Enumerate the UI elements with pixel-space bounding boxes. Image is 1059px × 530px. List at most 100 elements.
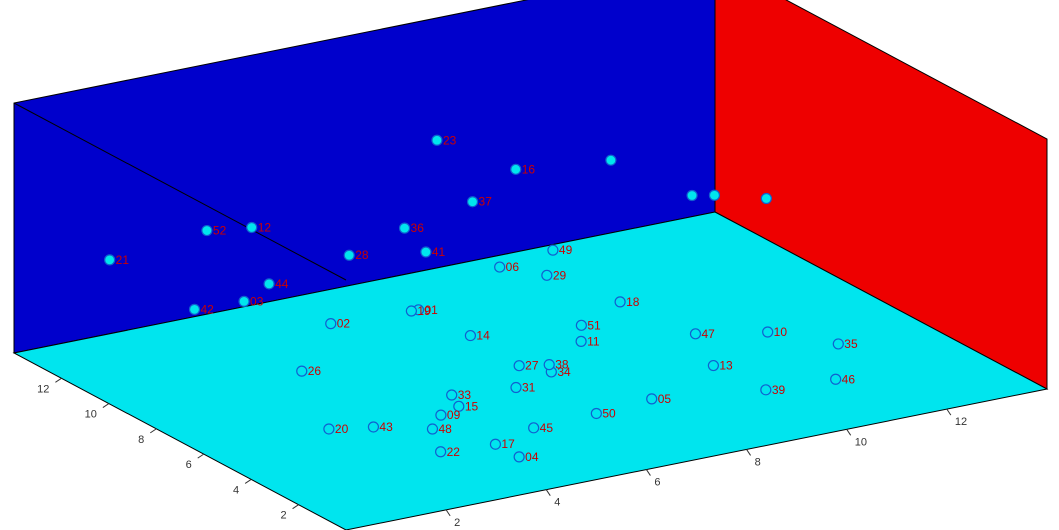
point-label: 48 — [438, 422, 452, 436]
data-point — [436, 410, 446, 420]
point-label: 42 — [201, 302, 215, 316]
y-axis-tick-label: 6 — [186, 459, 192, 471]
data-point — [427, 424, 437, 434]
point-label: 43 — [379, 420, 393, 434]
data-point — [421, 247, 431, 257]
data-point — [447, 390, 457, 400]
x-axis-tick-label: 4 — [554, 497, 560, 509]
data-point — [542, 270, 552, 280]
data-point — [436, 447, 446, 457]
point-label: 13 — [719, 359, 733, 373]
data-point — [615, 297, 625, 307]
data-point — [576, 336, 586, 346]
x-axis-tick-label: 12 — [955, 416, 967, 428]
data-point — [548, 245, 558, 255]
data-point — [833, 339, 843, 349]
point-label: 47 — [701, 327, 715, 341]
point-label: 10 — [774, 325, 788, 339]
data-point — [606, 155, 616, 165]
point-label: 03 — [250, 294, 264, 308]
data-point — [591, 408, 601, 418]
data-point — [511, 164, 521, 174]
point-label: 21 — [116, 253, 130, 267]
point-label: 29 — [553, 268, 567, 282]
data-point — [400, 223, 410, 233]
point-label: 28 — [355, 248, 369, 262]
data-point — [432, 135, 442, 145]
point-label: 44 — [275, 277, 289, 291]
point-label: 26 — [308, 364, 322, 378]
point-label: 46 — [842, 372, 856, 386]
point-label: 52 — [213, 224, 227, 238]
data-point — [709, 190, 719, 200]
point-label: 38 — [555, 358, 569, 372]
point-label: 37 — [479, 195, 493, 209]
data-point — [490, 439, 500, 449]
point-label: 11 — [587, 334, 600, 348]
data-point — [576, 320, 586, 330]
data-point — [761, 385, 771, 395]
point-label: 06 — [506, 260, 520, 274]
point-label: 27 — [525, 359, 539, 373]
point-label: 20 — [335, 422, 349, 436]
data-point — [190, 304, 200, 314]
point-label: 16 — [522, 162, 536, 176]
data-point — [831, 374, 841, 384]
data-point — [264, 279, 274, 289]
point-label: 19 — [417, 304, 431, 318]
y-axis-tick-label: 2 — [280, 510, 286, 522]
data-point — [326, 319, 336, 329]
data-point — [247, 223, 257, 233]
y-axis-tick-label: 4 — [233, 484, 239, 496]
x-axis-tick-label: 6 — [654, 477, 660, 489]
y-axis-tick-label: 12 — [37, 383, 49, 395]
data-point — [544, 360, 554, 370]
point-label: 12 — [258, 221, 272, 235]
data-point — [105, 255, 115, 265]
data-point — [406, 306, 416, 316]
data-point — [514, 452, 524, 462]
point-label: 04 — [525, 450, 539, 464]
data-point — [708, 361, 718, 371]
point-label: 18 — [626, 295, 640, 309]
data-point — [468, 197, 478, 207]
point-label: 22 — [447, 445, 461, 459]
x-axis-tick-label: 8 — [755, 456, 761, 468]
point-label: 05 — [658, 392, 672, 406]
point-label: 14 — [476, 329, 490, 343]
point-label: 33 — [458, 388, 472, 402]
data-point — [687, 191, 697, 201]
data-point — [202, 226, 212, 236]
x-axis-tick-label: 10 — [855, 436, 867, 448]
data-point — [324, 424, 334, 434]
point-label: 45 — [540, 421, 554, 435]
point-label: 41 — [432, 245, 446, 259]
data-point — [763, 327, 773, 337]
point-label: 02 — [337, 317, 351, 331]
point-label: 35 — [844, 337, 858, 351]
data-point — [511, 383, 521, 393]
point-label: 09 — [447, 408, 461, 422]
x-axis-tick-label: 2 — [454, 517, 460, 529]
point-label: 23 — [443, 133, 457, 147]
point-label: 51 — [587, 318, 601, 332]
y-axis-tick-label: 8 — [138, 434, 144, 446]
data-point — [297, 366, 307, 376]
data-point — [514, 361, 524, 371]
data-point — [761, 194, 771, 204]
point-label: 50 — [602, 406, 616, 420]
point-label: 17 — [501, 437, 515, 451]
data-point — [239, 296, 249, 306]
data-point — [647, 394, 657, 404]
data-point — [495, 262, 505, 272]
data-point — [344, 250, 354, 260]
data-point — [368, 422, 378, 432]
data-point — [529, 423, 539, 433]
y-axis-tick-label: 10 — [85, 409, 97, 421]
data-point — [690, 329, 700, 339]
point-label: 39 — [772, 383, 786, 397]
scatter-3d-chart: 2468101224681012 01020304050609101112131… — [0, 0, 1059, 530]
point-label: 36 — [411, 221, 425, 235]
point-label: 49 — [559, 243, 573, 257]
point-label: 31 — [522, 381, 536, 395]
